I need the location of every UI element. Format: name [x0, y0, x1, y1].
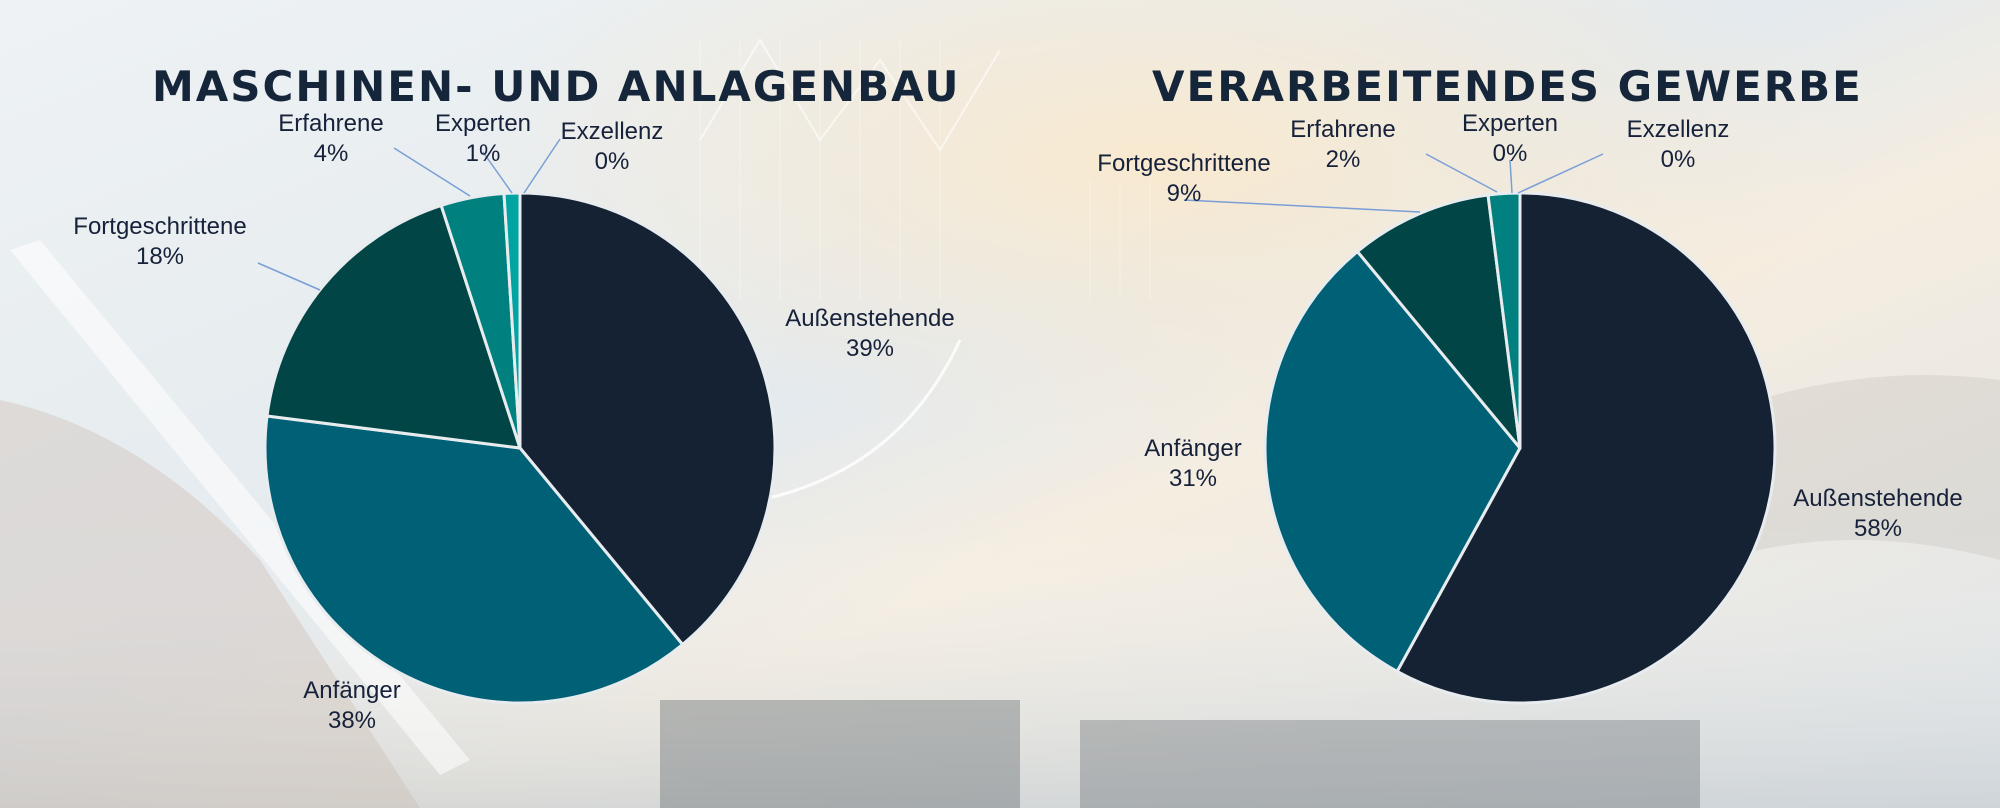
pie-slice-maschinen-0 — [518, 191, 777, 646]
slice-label-verarbeitendes-4: Experten — [1462, 110, 1558, 137]
slice-label-maschinen-0: Außenstehende — [785, 305, 954, 332]
slice-value-verarbeitendes-3: 2% — [1326, 146, 1361, 173]
slice-value-maschinen-3: 4% — [314, 140, 349, 167]
slice-value-maschinen-1: 38% — [328, 707, 376, 734]
chart-title-verarbeitendes: VERARBEITENDES GEWERBE — [1152, 62, 1863, 111]
slice-value-verarbeitendes-0: 58% — [1854, 515, 1902, 542]
pie-slice-verarbeitendes-3 — [1486, 191, 1522, 450]
pie-slice-verarbeitendes-0 — [1395, 191, 1777, 705]
pie-maschinen: Außenstehende 39% Anfänger 38% Fortgeschritt… — [73, 110, 954, 734]
slice-label-verarbeitendes-1: Anfänger — [1144, 435, 1241, 462]
slice-value-maschinen-2: 18% — [136, 243, 184, 270]
slice-value-maschinen-5: 0% — [595, 148, 630, 175]
slice-label-verarbeitendes-0: Außenstehende — [1793, 485, 1962, 512]
leader-line-verarbeitendes-5 — [1517, 153, 1604, 194]
leader-line-maschinen-3 — [393, 147, 471, 197]
leader-line-maschinen-5 — [523, 138, 561, 194]
pie-slice-maschinen-4 — [502, 191, 522, 450]
leader-line-maschinen-2 — [257, 262, 321, 291]
leader-line-verarbeitendes-3 — [1425, 153, 1498, 193]
slice-label-maschinen-2: Fortgeschrittene — [73, 213, 246, 240]
slice-label-verarbeitendes-3: Erfahrene — [1290, 116, 1395, 143]
pie-slice-maschinen-1 — [263, 414, 685, 705]
slice-value-verarbeitendes-2: 9% — [1167, 180, 1202, 207]
slice-value-verarbeitendes-4: 0% — [1493, 140, 1528, 167]
slice-label-maschinen-5: Exzellenz — [561, 118, 664, 145]
slice-label-maschinen-1: Anfänger — [303, 677, 400, 704]
leader-line-verarbeitendes-2 — [1183, 199, 1421, 213]
slice-label-maschinen-4: Experten — [435, 110, 531, 137]
slice-value-verarbeitendes-5: 0% — [1661, 146, 1696, 173]
leader-line-verarbeitendes-4 — [1509, 159, 1513, 194]
pie-verarbeitendes: Außenstehende 58% Anfänger 31% Fortgeschritt… — [1097, 110, 1963, 705]
slice-label-verarbeitendes-2: Fortgeschrittene — [1097, 150, 1270, 177]
chart-title-maschinen: MASCHINEN- UND ANLAGENBAU — [152, 62, 961, 111]
leader-line-maschinen-4 — [482, 151, 513, 194]
slice-value-maschinen-0: 39% — [846, 335, 894, 362]
slice-value-maschinen-4: 1% — [466, 140, 501, 167]
slice-label-verarbeitendes-5: Exzellenz — [1627, 116, 1730, 143]
pie-slice-verarbeitendes-1 — [1263, 250, 1522, 673]
slice-value-verarbeitendes-1: 31% — [1169, 465, 1217, 492]
pie-slice-verarbeitendes-2 — [1355, 193, 1522, 450]
pie-slice-maschinen-2 — [265, 203, 522, 450]
slice-label-maschinen-3: Erfahrene — [278, 110, 383, 137]
